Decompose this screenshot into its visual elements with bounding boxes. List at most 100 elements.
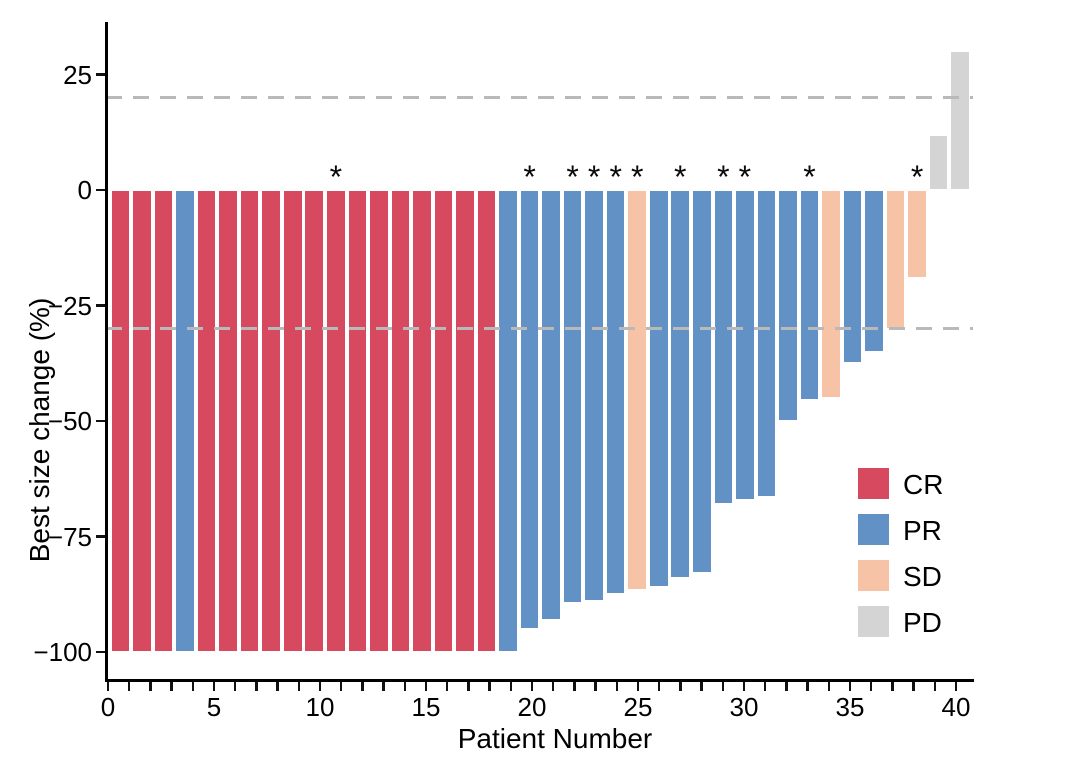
y-tick-label-25: 25 (63, 59, 92, 90)
x-tick-0 (106, 681, 110, 691)
bar-patient-37 (885, 190, 906, 329)
x-tick-7 (255, 681, 258, 691)
bar-patient-11 (326, 190, 346, 652)
x-tick-21 (551, 681, 555, 691)
x-tick-label-35: 35 (835, 692, 865, 722)
bar-patient-26 (648, 190, 669, 588)
x-tick-29 (721, 681, 725, 691)
y-tick-25 (96, 73, 105, 76)
x-tick-22 (573, 681, 576, 691)
y-axis-line (104, 22, 108, 681)
significance-asterisk-patient-27: * (674, 159, 687, 195)
x-tick-8 (276, 681, 279, 691)
bar-patient-34 (821, 190, 841, 398)
bar-patient-8 (261, 190, 281, 652)
bar-patient-9 (282, 190, 303, 652)
bar-patient-25 (627, 190, 647, 590)
pr-swatch-icon (858, 514, 889, 545)
significance-asterisk-patient-30: * (738, 159, 752, 195)
y-tick--100 (96, 650, 105, 654)
y-tick--50 (96, 419, 105, 423)
x-tick-label-30: 30 (729, 692, 759, 722)
threshold-line-lower (106, 327, 973, 331)
significance-asterisk-patient-29: * (717, 159, 730, 195)
x-tick-30 (742, 681, 746, 691)
x-tick-31 (763, 681, 767, 691)
bar-patient-4 (175, 190, 195, 652)
x-tick-1 (127, 681, 131, 691)
bar-patient-39 (928, 134, 949, 190)
x-tick-36 (869, 681, 873, 691)
bar-patient-15 (412, 190, 432, 652)
x-tick-6 (233, 681, 237, 691)
bar-patient-19 (498, 190, 518, 652)
significance-asterisk-patient-33: * (803, 159, 816, 195)
legend-label-sd: SD (903, 561, 942, 592)
x-tick-35 (848, 681, 852, 691)
bar-patient-38 (907, 190, 927, 278)
x-tick-34 (827, 681, 831, 691)
y-tick--25 (96, 304, 105, 307)
x-tick-2 (149, 681, 152, 691)
y-tick--75 (96, 535, 105, 538)
x-tick-20 (530, 681, 534, 691)
x-tick-27 (679, 681, 682, 691)
x-tick-18 (488, 681, 491, 691)
x-tick-28 (700, 681, 703, 691)
bar-patient-31 (756, 190, 777, 498)
x-tick-9 (297, 681, 301, 691)
bar-patient-22 (562, 190, 583, 604)
legend-label-pd: PD (903, 607, 942, 638)
x-tick-12 (361, 681, 364, 691)
x-tick-15 (424, 681, 428, 691)
bar-patient-33 (799, 190, 820, 401)
x-tick-label-20: 20 (517, 692, 547, 722)
x-tick-13 (382, 681, 385, 691)
bar-patient-3 (153, 190, 174, 652)
significance-asterisk-patient-20: * (523, 159, 536, 195)
x-tick-label-10: 10 (305, 692, 335, 722)
x-tick-14 (403, 681, 407, 691)
significance-asterisk-patient-23: * (587, 159, 601, 195)
bar-patient-10 (304, 190, 325, 652)
bar-patient-13 (369, 190, 389, 652)
bar-patient-17 (455, 190, 475, 652)
x-tick-5 (212, 681, 216, 691)
bar-patient-40 (950, 51, 970, 190)
bar-patient-32 (778, 190, 798, 421)
y-tick-label--50: −50 (47, 406, 92, 436)
bar-patient-16 (433, 190, 454, 652)
bar-patient-35 (842, 190, 863, 364)
bar-patient-5 (196, 190, 217, 652)
x-tick-37 (891, 681, 894, 691)
x-tick-11 (339, 681, 343, 691)
bar-patient-20 (519, 190, 540, 629)
y-axis-title: Best size change (%) (24, 297, 55, 563)
sd-swatch-icon (858, 560, 889, 591)
significance-asterisk-patient-38: * (910, 159, 924, 195)
x-axis-line (104, 678, 974, 682)
pd-swatch-icon (858, 606, 889, 637)
bar-patient-21 (541, 190, 561, 620)
x-tick-38 (912, 681, 915, 691)
x-tick-16 (445, 681, 449, 691)
bar-patient-24 (605, 190, 626, 595)
x-tick-32 (785, 681, 788, 691)
y-tick-label-0: 0 (77, 175, 92, 205)
y-tick-label--100: −100 (33, 637, 92, 667)
significance-asterisk-patient-22: * (566, 159, 579, 195)
x-tick-33 (806, 681, 809, 691)
x-tick-label-15: 15 (411, 692, 441, 722)
bar-patient-2 (132, 190, 152, 652)
x-tick-17 (467, 681, 470, 691)
x-tick-label-5: 5 (206, 692, 222, 722)
significance-asterisk-patient-24: * (609, 159, 622, 195)
x-tick-label-40: 40 (941, 692, 971, 722)
significance-asterisk-patient-11: * (329, 159, 343, 195)
y-tick-0 (96, 188, 105, 192)
x-tick-19 (509, 681, 513, 691)
bar-patient-14 (390, 190, 411, 652)
bar-patient-29 (713, 190, 734, 505)
